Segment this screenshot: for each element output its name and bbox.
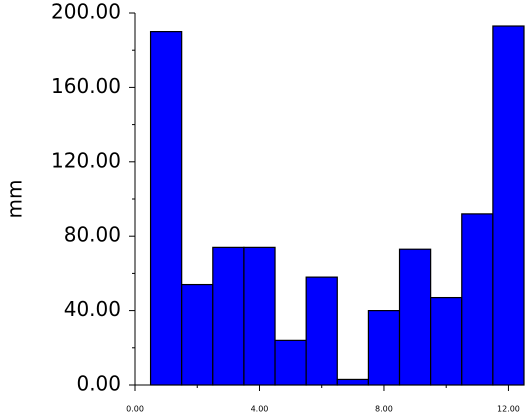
x-tick-label: 0.00: [126, 405, 144, 414]
x-tick-label: 8.00: [375, 405, 393, 414]
x-tick-label: 12.00: [497, 405, 520, 414]
bar: [212, 246, 245, 386]
bar: [492, 25, 525, 386]
y-tick-label: 160.00: [51, 74, 121, 98]
bar: [430, 296, 463, 386]
bar: [398, 248, 432, 386]
bar: [461, 213, 494, 386]
bar: [367, 310, 401, 386]
x-tick-label: 4.00: [251, 405, 269, 414]
y-tick-label: 40.00: [64, 297, 121, 321]
bar: [181, 283, 214, 386]
bar: [149, 31, 183, 386]
bar: [305, 276, 338, 386]
y-tick-label: 80.00: [64, 223, 121, 247]
y-tick-label: 200.00: [51, 0, 121, 24]
bar: [274, 339, 307, 386]
bar: [336, 378, 369, 386]
bar: [243, 246, 276, 386]
y-axis-label: mm: [3, 180, 27, 219]
y-tick-label: 120.00: [51, 148, 121, 172]
y-tick-label: 0.00: [76, 372, 121, 396]
